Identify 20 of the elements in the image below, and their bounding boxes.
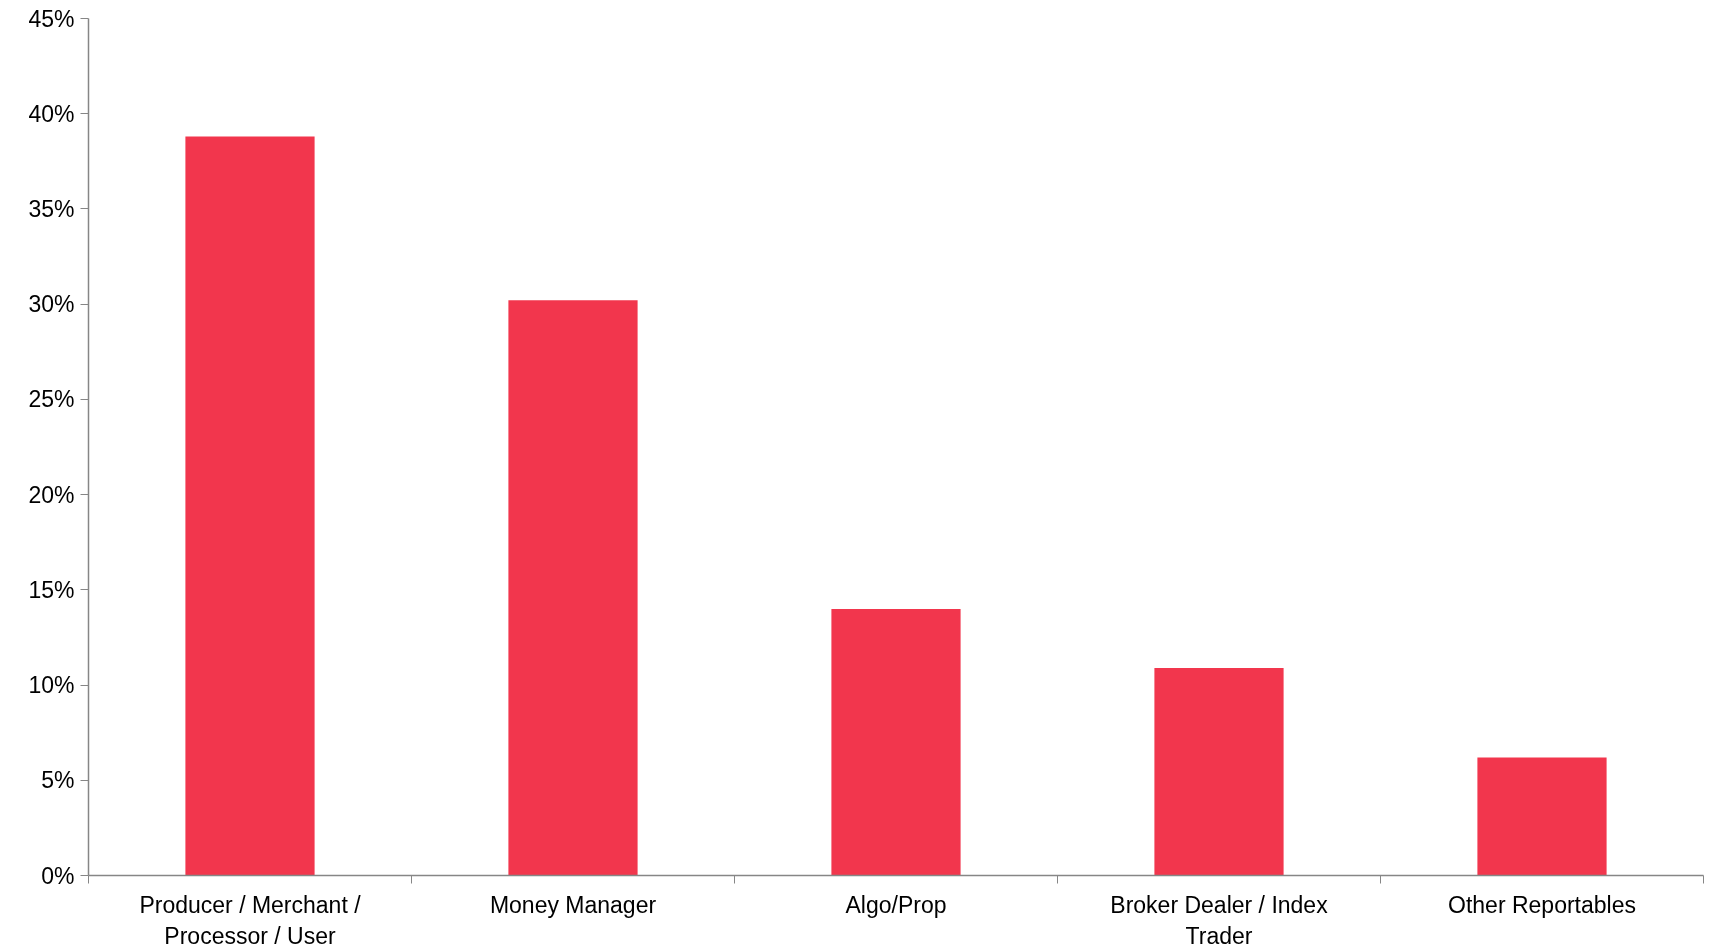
y-tick-label: 0% bbox=[41, 862, 75, 889]
x-tick-label: Broker Dealer / Index Trader bbox=[1110, 891, 1329, 949]
y-tick-label: 45% bbox=[28, 5, 75, 32]
y-tick-label: 40% bbox=[28, 100, 75, 127]
bar bbox=[185, 136, 315, 876]
y-tick-label: 10% bbox=[28, 672, 75, 699]
bar bbox=[831, 608, 961, 876]
x-tick-label: Money Manager bbox=[489, 891, 657, 918]
y-tick-label: 35% bbox=[28, 195, 75, 222]
bar bbox=[508, 300, 638, 876]
bar bbox=[1477, 757, 1607, 876]
x-tick-label: Other Reportables bbox=[1448, 891, 1636, 918]
bar bbox=[1154, 667, 1284, 876]
y-tick-label: 15% bbox=[28, 576, 75, 603]
y-tick-label: 5% bbox=[41, 767, 75, 794]
x-tick-label: Producer / Merchant / Processor / User bbox=[139, 891, 362, 949]
x-tick-label: Algo/Prop bbox=[845, 891, 947, 918]
y-tick-label: 20% bbox=[28, 481, 75, 508]
y-tick-label: 25% bbox=[28, 386, 75, 413]
y-tick-label: 30% bbox=[28, 291, 75, 318]
